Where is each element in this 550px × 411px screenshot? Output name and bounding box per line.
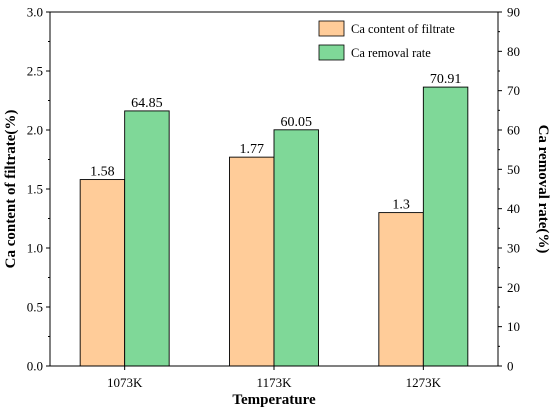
right-tick-label: 30 bbox=[507, 241, 520, 256]
left-tick-label: 1.0 bbox=[27, 241, 43, 256]
data-label: 1.77 bbox=[240, 142, 265, 157]
right-tick-label: 20 bbox=[507, 280, 520, 295]
legend: Ca content of filtrate Ca removal rate bbox=[318, 20, 455, 61]
bar-ca-removal-rate-1273k bbox=[422, 86, 469, 367]
x-tick-label: 1173K bbox=[257, 375, 293, 390]
legend-swatch bbox=[318, 44, 345, 61]
right-y-axis-title: Ca removal rate(%) bbox=[535, 125, 550, 254]
bar-ca-removal-rate-1173k bbox=[273, 129, 319, 367]
left-tick-label: 2.5 bbox=[27, 64, 43, 79]
right-tick-label: 40 bbox=[507, 201, 520, 216]
right-tick-label: 70 bbox=[507, 83, 520, 98]
right-tick-label: 90 bbox=[507, 5, 520, 20]
right-tick-label: 10 bbox=[507, 319, 520, 334]
x-tick-label: 1073K bbox=[107, 375, 143, 390]
legend-label: Ca content of filtrate bbox=[351, 22, 455, 36]
bar-ca-content-of-filtrate-1173k bbox=[229, 156, 275, 367]
x-tick-label: 1273K bbox=[406, 375, 442, 390]
left-tick-label: 1.5 bbox=[27, 182, 43, 197]
legend-swatch bbox=[318, 20, 345, 37]
bar-ca-content-of-filtrate-1273k bbox=[378, 212, 424, 367]
data-label: 60.05 bbox=[281, 115, 313, 130]
axes-layer: 0.0 0.5 1.0 1.5 2.0 2.5 3.0 0 10 20 30 40 50 60 70 80 90… bbox=[3, 5, 550, 409]
bar-ca-content-of-filtrate-1073k bbox=[79, 179, 126, 367]
bars-layer bbox=[79, 86, 469, 367]
data-label: 64.85 bbox=[131, 96, 163, 111]
left-y-axis-title: Ca content of filtrate(%) bbox=[3, 110, 19, 269]
right-tick-label: 80 bbox=[507, 44, 520, 59]
data-label: 1.58 bbox=[90, 165, 115, 180]
data-labels-layer: 1.58 64.85 1.77 60.05 1.3 70.91 bbox=[90, 72, 461, 213]
left-tick-label: 2.0 bbox=[27, 123, 43, 138]
data-label: 1.3 bbox=[392, 198, 410, 213]
right-tick-label: 0 bbox=[507, 359, 514, 374]
x-axis-title: Temperature bbox=[232, 392, 316, 408]
bar-ca-removal-rate-1073k bbox=[124, 110, 170, 367]
right-tick-label: 50 bbox=[507, 162, 520, 177]
legend-label: Ca removal rate bbox=[351, 46, 431, 60]
left-tick-label: 3.0 bbox=[27, 5, 43, 20]
left-tick-label: 0.0 bbox=[27, 359, 43, 374]
left-tick-label: 0.5 bbox=[27, 300, 43, 315]
right-tick-label: 60 bbox=[507, 123, 520, 138]
data-label: 70.91 bbox=[430, 72, 462, 87]
